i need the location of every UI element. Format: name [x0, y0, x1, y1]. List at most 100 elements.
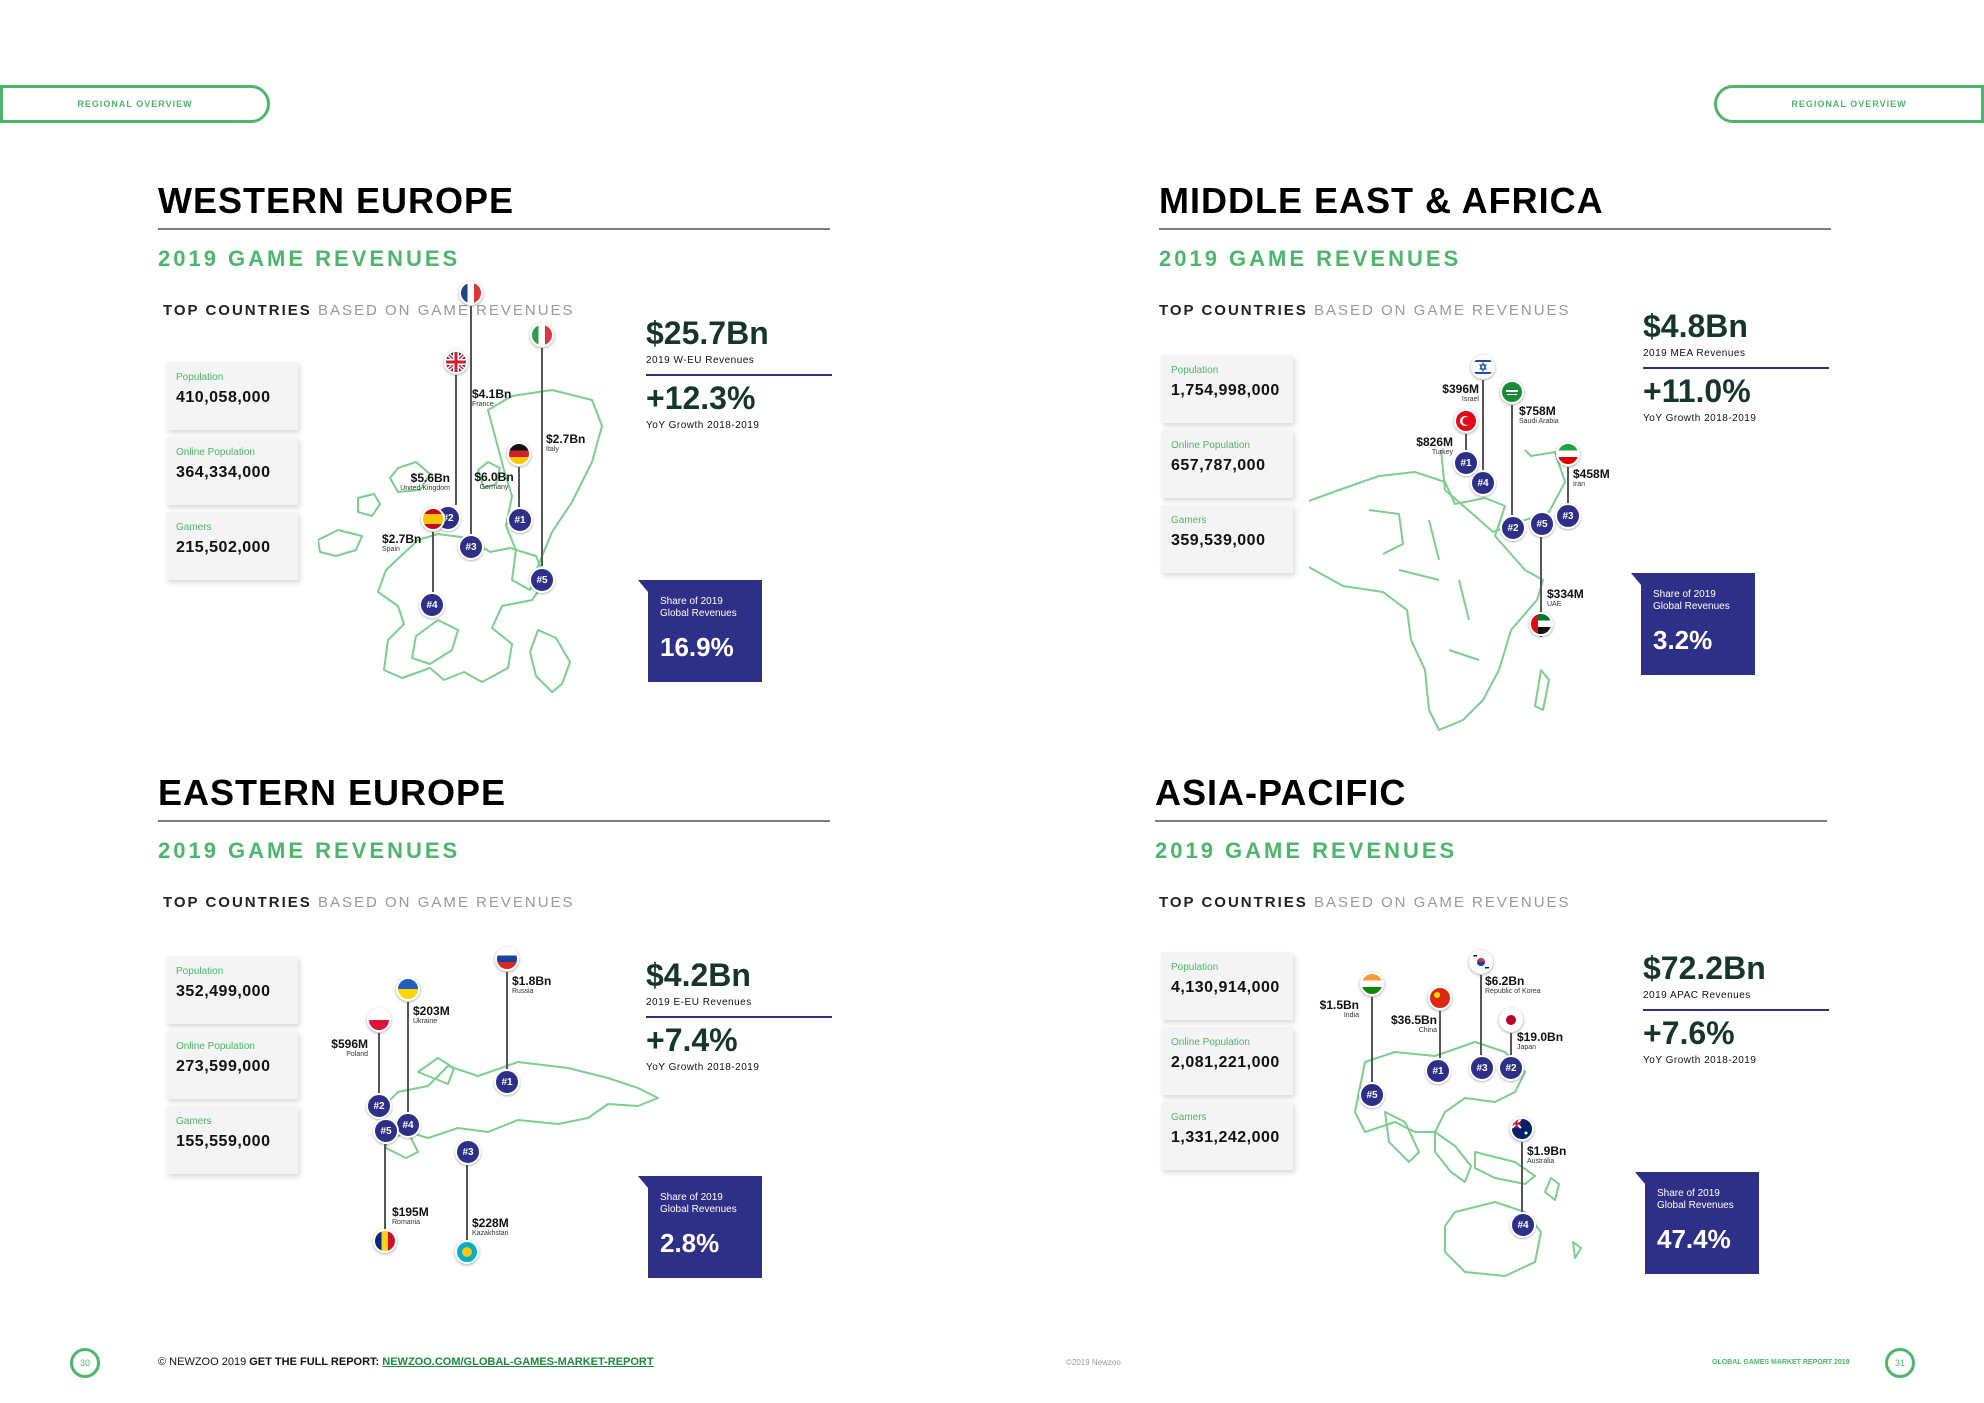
rank-badge: #2	[1498, 1055, 1524, 1081]
country-label-australia: $1.9Bn Australia	[1527, 1144, 1566, 1165]
country-name: Saudi Arabia	[1519, 418, 1559, 425]
iran-flag-icon	[1556, 442, 1580, 466]
country-revenue: $1.5Bn	[1319, 998, 1359, 1012]
rank-badge: #4	[1470, 470, 1496, 496]
stat-label: Population	[176, 966, 224, 977]
stat-value: 215,502,000	[176, 539, 271, 556]
stat-card-population: Population 1,754,998,000	[1161, 355, 1293, 423]
country-name: Poland	[346, 1051, 368, 1058]
global-share-box: Share of 2019 Global Revenues 47.4%	[1635, 1172, 1769, 1274]
region-title: ASIA-PACIFIC	[1155, 772, 1407, 813]
divider	[158, 228, 830, 230]
heading-rest: BASED ON GAME REVENUES	[1313, 302, 1571, 319]
stat-label: Population	[1171, 962, 1219, 973]
pointer-line	[1511, 405, 1513, 515]
stat-card-online-population: Online Population 2,081,221,000	[1161, 1027, 1293, 1095]
israel-flag-icon	[1471, 355, 1495, 379]
poland-flag-icon	[367, 1008, 391, 1032]
share-label: Share of 2019 Global Revenues	[1653, 589, 1730, 612]
stat-value: 155,559,000	[176, 1133, 271, 1150]
country-label-france: $4.1Bn France	[472, 387, 511, 408]
country-revenue: $2.7Bn	[546, 432, 586, 446]
top-countries-heading: TOP COUNTRIES BASED ON GAME REVENUES	[163, 894, 575, 911]
rank-badge: #3	[1469, 1055, 1495, 1081]
country-label-turkey: $826M Turkey	[1413, 435, 1453, 456]
stat-card-population: Population 410,058,000	[166, 362, 298, 430]
country-revenue: $4.1Bn	[472, 387, 512, 401]
growth-caption: YoY Growth 2018-2019	[646, 420, 760, 431]
stat-card-gamers: Gamers 155,559,000	[166, 1106, 298, 1174]
stat-label: Online Population	[1171, 1037, 1250, 1048]
region-title: MIDDLE EAST & AFRICA	[1159, 180, 1604, 221]
country-label-saudi-arabia: $758M Saudi Arabia	[1519, 404, 1559, 425]
tab-triangle	[638, 1176, 648, 1188]
country-name: Japan	[1517, 1044, 1537, 1051]
country-revenue: $458M	[1573, 467, 1610, 481]
tab-triangle	[638, 580, 648, 592]
france-flag-icon	[459, 281, 483, 305]
revenue-caption: 2019 E-EU Revenues	[646, 997, 752, 1008]
rank-badge: #5	[1529, 511, 1555, 537]
pointer-line	[466, 1165, 468, 1240]
growth-value: +11.0%	[1643, 373, 1751, 409]
region-subtitle: 2019 GAME REVENUES	[158, 838, 461, 863]
total-revenue: $72.2Bn	[1643, 950, 1766, 986]
rank-badge: #2	[366, 1093, 392, 1119]
stat-card-online-population: Online Population 273,599,000	[166, 1031, 298, 1099]
pointer-line	[432, 532, 434, 592]
country-revenue: $203M	[413, 1004, 450, 1018]
country-revenue: $396M	[1442, 382, 1479, 396]
stat-card-gamers: Gamers 1,331,242,000	[1161, 1102, 1293, 1170]
region-subtitle: 2019 GAME REVENUES	[1159, 246, 1462, 271]
page-number-left: 30	[70, 1348, 100, 1378]
heading-bold: TOP COUNTRIES	[1159, 302, 1308, 319]
stat-value: 657,787,000	[1171, 457, 1266, 474]
country-label-ukraine: $203M Ukraine	[413, 1004, 450, 1025]
country-name: Russia	[512, 988, 534, 995]
country-revenue: $6.0Bn	[474, 470, 514, 484]
heading-bold: TOP COUNTRIES	[163, 302, 312, 319]
country-label-uae: $334M UAE	[1547, 587, 1584, 608]
country-name: United Kingdom	[400, 485, 450, 492]
middle-east-africa-map	[1309, 450, 1566, 731]
global-share-box: Share of 2019 Global Revenues 2.8%	[638, 1176, 772, 1278]
rank-badge: #3	[458, 534, 484, 560]
pointer-line	[455, 375, 457, 505]
country-label-italy: $2.7Bn Italy	[546, 432, 585, 453]
share-value: 3.2%	[1653, 625, 1713, 655]
stat-label: Population	[176, 372, 224, 383]
country-label-iran: $458M Iran	[1573, 467, 1610, 488]
growth-value: +7.6%	[1643, 1015, 1735, 1051]
rank-badge: #4	[395, 1112, 421, 1138]
total-revenue: $4.8Bn	[1643, 308, 1748, 344]
stat-value: 352,499,000	[176, 983, 271, 1000]
revenue-caption: 2019 W-EU Revenues	[646, 355, 755, 366]
country-revenue: $228M	[472, 1216, 509, 1230]
report-link[interactable]: NEWZOO.COM/GLOBAL-GAMES-MARKET-REPORT	[382, 1356, 654, 1368]
country-name: Italy	[546, 446, 559, 453]
country-revenue: $1.9Bn	[1527, 1144, 1567, 1158]
china-flag-icon	[1428, 986, 1452, 1010]
divider	[1643, 367, 1829, 369]
heading-rest: BASED ON GAME REVENUES	[1313, 894, 1571, 911]
top-countries-heading: TOP COUNTRIES BASED ON GAME REVENUES	[1159, 894, 1571, 911]
revenue-summary: $4.8Bn 2019 MEA Revenues +11.0% YoY Grow…	[1643, 308, 1829, 424]
stat-label: Online Population	[176, 447, 255, 458]
global-share-box: Share of 2019 Global Revenues 16.9%	[638, 580, 772, 682]
country-revenue: $758M	[1519, 404, 1556, 418]
stat-value: 4,130,914,000	[1171, 979, 1280, 996]
turkey-flag-icon	[1454, 409, 1478, 433]
country-label-uk: $5.6Bn United Kingdom	[380, 471, 450, 492]
country-name: Turkey	[1431, 449, 1453, 456]
rank-badge: #5	[1359, 1082, 1385, 1108]
region-eastern-europe: EASTERN EUROPE 2019 GAME REVENUES TOP CO…	[158, 772, 833, 1352]
kazakhstan-flag-icon	[455, 1240, 479, 1264]
growth-value: +12.3%	[646, 380, 756, 416]
country-revenue: $1.8Bn	[512, 974, 552, 988]
stat-label: Gamers	[176, 1116, 212, 1127]
country-name: France	[472, 401, 494, 408]
tab-triangle	[1635, 1172, 1645, 1184]
pointer-line	[506, 972, 508, 1069]
tab-triangle	[1631, 573, 1641, 585]
country-name: UAE	[1547, 601, 1562, 608]
